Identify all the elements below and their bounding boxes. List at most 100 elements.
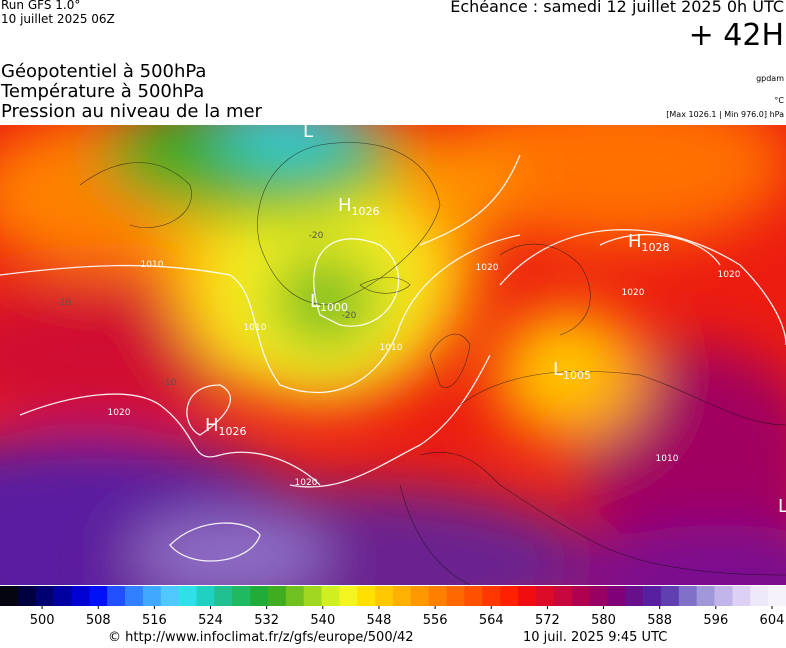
title: Géopotentiel à 500hPa bbox=[1, 61, 207, 82]
isobar-label: 1020 bbox=[476, 263, 499, 273]
colorbar-label: 580 bbox=[591, 613, 616, 628]
colorbar-swatch bbox=[714, 586, 733, 606]
colorbar-swatch bbox=[125, 586, 144, 606]
unit: [Max 1026.1 | Min 976.0] hPa bbox=[666, 110, 784, 119]
pressure-center: H1026 bbox=[205, 415, 247, 438]
colorbar-swatch bbox=[89, 586, 108, 606]
colorbar-swatch bbox=[0, 586, 19, 606]
center-letter: L bbox=[778, 496, 786, 517]
colorbar-swatch bbox=[303, 586, 322, 606]
colorbar-swatch bbox=[553, 586, 572, 606]
title: Température à 500hPa bbox=[1, 81, 205, 102]
temperature-label: -20 bbox=[309, 231, 324, 241]
colorbar-swatch bbox=[53, 586, 72, 606]
isobar-label: 1010 bbox=[656, 454, 679, 464]
colorbar-swatch bbox=[107, 586, 126, 606]
colorbar-swatch bbox=[535, 586, 555, 606]
colorbar-label: 572 bbox=[535, 613, 560, 628]
colorbar-swatch bbox=[142, 586, 162, 606]
unit: °C bbox=[774, 96, 784, 105]
colorbar-swatch bbox=[410, 586, 430, 606]
isobar-label: 1020 bbox=[295, 478, 318, 488]
colorbar: 500 508 516 524 532 540 548 556 564 572 580 588 596 6… bbox=[0, 586, 786, 628]
colorbar-swatch bbox=[750, 586, 769, 606]
temperature-label: -10 bbox=[57, 298, 72, 308]
colorbar-swatch bbox=[357, 586, 376, 606]
colorbar-swatch bbox=[768, 586, 786, 606]
colorbar-swatch bbox=[660, 586, 680, 606]
temperature-label: -20 bbox=[342, 311, 357, 321]
colorbar-label: 588 bbox=[647, 613, 672, 628]
colorbar-swatch bbox=[678, 586, 697, 606]
colorbar-swatch bbox=[35, 586, 54, 606]
pressure-center: H1028 bbox=[628, 231, 670, 254]
temperature-label: -10 bbox=[162, 378, 177, 388]
colorbar-swatch bbox=[214, 586, 233, 606]
colorbar-swatch bbox=[321, 586, 340, 606]
colorbar-swatch bbox=[71, 586, 90, 606]
colorbar-swatch bbox=[518, 586, 537, 606]
colorbar-swatch bbox=[160, 586, 179, 606]
pressure-center: L bbox=[778, 496, 786, 517]
pressure-center: L1005 bbox=[553, 359, 591, 382]
colorbar-swatch bbox=[250, 586, 269, 606]
colorbar-label: 532 bbox=[254, 613, 279, 628]
colorbar-label: 596 bbox=[703, 613, 728, 628]
center-letter: H bbox=[338, 195, 352, 216]
forecast-time: Echéance : samedi 12 juillet 2025 0h UTC bbox=[450, 0, 784, 16]
colorbar-swatch bbox=[732, 586, 751, 606]
colorbar-swatch bbox=[267, 586, 287, 606]
run: Run GFS 1.0° bbox=[1, 0, 81, 12]
colorbar-label: 556 bbox=[423, 613, 448, 628]
isobar-label: 1020 bbox=[718, 270, 741, 280]
colorbar-label: 564 bbox=[479, 613, 504, 628]
colorbar-swatch bbox=[589, 586, 608, 606]
colorbar-swatch bbox=[232, 586, 251, 606]
colorbar-label: 540 bbox=[310, 613, 335, 628]
colorbar-label: 524 bbox=[198, 613, 223, 628]
title: Pression au niveau de la mer bbox=[1, 101, 262, 122]
center-value: 1028 bbox=[642, 241, 670, 254]
colorbar-label: 500 bbox=[30, 613, 55, 628]
isobar-label: 1010 bbox=[244, 323, 267, 333]
center-letter: L bbox=[303, 125, 313, 142]
source: © http://www.infoclimat.fr/z/gfs/europe/… bbox=[108, 630, 414, 645]
pressure-center: H1026 bbox=[338, 195, 380, 218]
colorbar-swatch bbox=[339, 586, 358, 606]
colorbar-swatch bbox=[17, 586, 37, 606]
colorbar-swatch bbox=[393, 586, 412, 606]
center-letter: L bbox=[310, 291, 320, 312]
colorbar-swatch bbox=[285, 586, 304, 606]
unit: gpdam bbox=[756, 74, 784, 83]
colorbar-swatch bbox=[696, 586, 715, 606]
center-letter: H bbox=[628, 231, 642, 252]
isobar-label: 1020 bbox=[108, 408, 131, 418]
colorbar-swatch bbox=[643, 586, 662, 606]
colorbar-swatch bbox=[571, 586, 590, 606]
center-value: 1005 bbox=[563, 369, 591, 382]
center-letter: L bbox=[553, 359, 563, 380]
map: LH1026L1000H1028L1005H1026L1010102010201… bbox=[0, 125, 786, 585]
center-value: 1026 bbox=[219, 425, 247, 438]
center-value: 1000 bbox=[320, 301, 348, 314]
colorbar-swatch bbox=[625, 586, 644, 606]
colorbar-swatch bbox=[482, 586, 501, 606]
colorbar-swatch bbox=[446, 586, 465, 606]
colorbar-swatch bbox=[464, 586, 483, 606]
center-value: 1026 bbox=[352, 205, 380, 218]
colorbar-swatch bbox=[428, 586, 447, 606]
run-date: 10 juillet 2025 06Z bbox=[1, 12, 115, 26]
generated: 10 juil. 2025 9:45 UTC bbox=[523, 630, 668, 645]
colorbar-label: 604 bbox=[760, 613, 785, 628]
colorbar-swatch bbox=[607, 586, 626, 606]
center-letter: H bbox=[205, 415, 219, 436]
colorbar-label: 548 bbox=[367, 613, 392, 628]
colorbar-label: 516 bbox=[142, 613, 167, 628]
isobar-label: 1010 bbox=[380, 343, 403, 353]
colorbar-swatch bbox=[178, 586, 197, 606]
lead-time: + 42H bbox=[688, 18, 784, 53]
isobar-label: 1010 bbox=[141, 260, 164, 270]
pressure-center: L1000 bbox=[310, 291, 348, 314]
colorbar-swatch bbox=[500, 586, 519, 606]
